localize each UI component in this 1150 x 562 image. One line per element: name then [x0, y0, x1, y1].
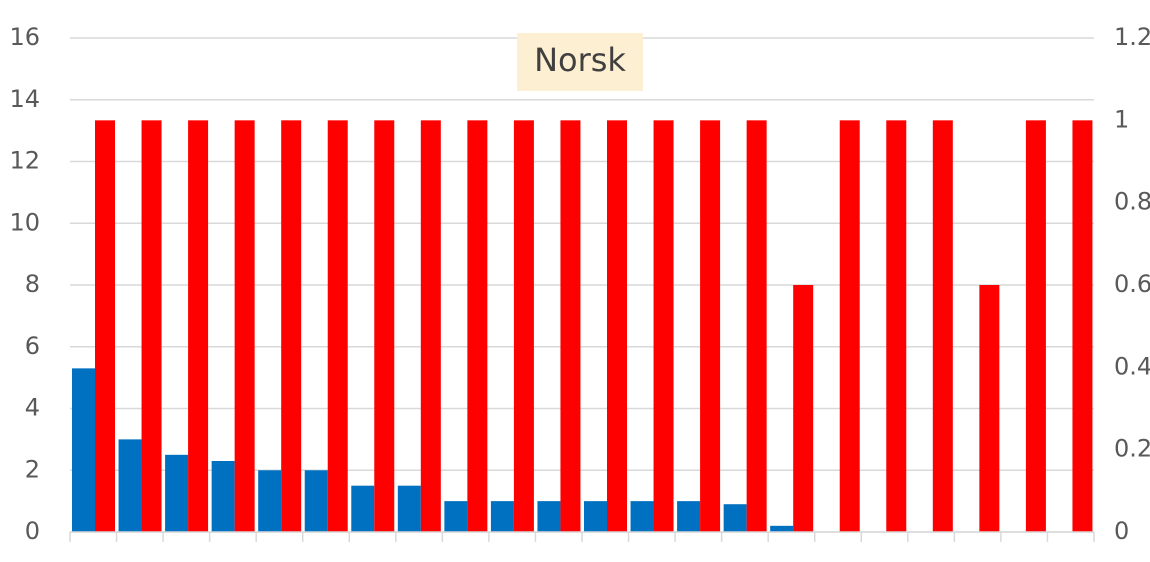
bar [979, 285, 1000, 532]
axes: 0 2 4 6 8 10 12 14 16 0 0.2 0.4 0.6 0.8 1 1.2 [9, 23, 1150, 545]
bar [653, 120, 674, 532]
bar [420, 120, 441, 532]
bar [723, 504, 747, 532]
y2-tick-label: 0.4 [1114, 352, 1150, 380]
y-tick-label: 0 [25, 517, 40, 545]
y2-tick-label: 0.2 [1114, 435, 1150, 463]
bar [467, 120, 488, 532]
bars [72, 120, 1093, 532]
bar [932, 120, 953, 532]
bar [281, 120, 302, 532]
bar [141, 120, 162, 532]
y-tick-label: 4 [25, 394, 40, 422]
bar [886, 120, 907, 532]
bar [513, 120, 534, 532]
bar [1025, 120, 1046, 532]
y-tick-label: 10 [9, 208, 40, 236]
y2-tick-label: 0.6 [1114, 270, 1150, 298]
bar [165, 454, 189, 532]
y-tick-label: 6 [25, 332, 40, 360]
bar [584, 501, 607, 532]
bar [444, 501, 468, 532]
y-tick-label: 2 [25, 455, 40, 483]
bar [211, 460, 235, 532]
bar [351, 485, 375, 532]
bar [234, 120, 255, 532]
bar [72, 368, 95, 532]
y-tick-label: 14 [9, 85, 40, 113]
bar [746, 120, 767, 532]
y2-tick-label: 0.8 [1114, 188, 1150, 216]
y2-tick-label: 0 [1114, 517, 1129, 545]
y-tick-label: 12 [9, 147, 40, 175]
bar [537, 501, 561, 532]
bar [374, 120, 395, 532]
bar [490, 501, 514, 532]
bar [188, 120, 209, 532]
bar [304, 470, 328, 532]
bar [327, 120, 348, 532]
bar [397, 485, 421, 532]
bar [118, 439, 142, 532]
title-box [517, 33, 643, 91]
bar [630, 501, 654, 532]
bar [839, 120, 860, 532]
y2-tick-label: 1 [1114, 105, 1129, 133]
bar [258, 470, 282, 532]
bar [793, 285, 814, 532]
bar [560, 120, 581, 532]
bar [770, 525, 794, 532]
bar [1072, 120, 1093, 532]
y-tick-label: 16 [9, 23, 40, 51]
bar [677, 501, 701, 532]
y-tick-label: 8 [25, 270, 40, 298]
chart-title: Norsk [534, 41, 626, 79]
bar [95, 120, 115, 532]
y2-tick-label: 1.2 [1114, 23, 1150, 51]
bar [607, 120, 627, 532]
bar [700, 120, 721, 532]
